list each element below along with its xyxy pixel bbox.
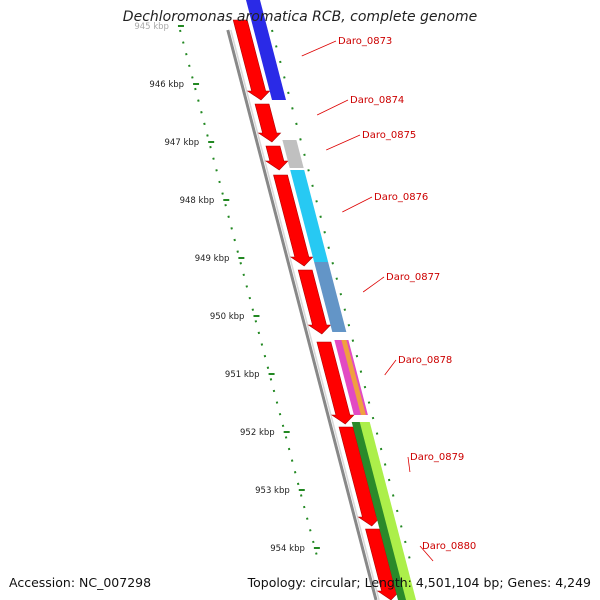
ruler-tick-label: 946 kbp [149, 80, 184, 90]
gene-leader-line [316, 99, 349, 116]
ruler-tick-label: 952 kbp [240, 428, 275, 438]
cds-arrow [338, 426, 382, 527]
gene-leader-line [301, 40, 337, 57]
ruler-tick-label: 949 kbp [195, 254, 230, 264]
feature-orange-segment [341, 340, 366, 415]
gene-leader-line [342, 196, 373, 213]
gene-label: Daro_0873 [338, 36, 392, 47]
ruler-tick-label: 954 kbp [270, 544, 305, 554]
gene-label: Daro_0878 [398, 355, 452, 366]
ruler-tick-label: 948 kbp [180, 196, 215, 206]
ruler-tick-label: 945 kbp [134, 22, 169, 32]
cds-arrow [264, 145, 289, 171]
feature-blue-segment [246, 0, 268, 30]
feature-gray-segment [282, 140, 304, 168]
accession-text: Accession: NC_007298 [9, 575, 152, 590]
gene-leader-line [419, 545, 434, 562]
track-tick-line [271, 29, 411, 561]
genome-backbone-highlight [230, 29, 380, 600]
genome-backbone-line [226, 29, 378, 600]
ruler-tick-label: 951 kbp [225, 370, 260, 380]
ruler-tick-label: 953 kbp [255, 486, 290, 496]
cds-arrow [232, 19, 271, 101]
feature-cyan-segment [290, 170, 329, 262]
gene-label: Daro_0877 [386, 272, 440, 283]
gene-label: Daro_0875 [362, 130, 416, 141]
ruler-tick-label: 947 kbp [165, 138, 200, 148]
gene-label: Daro_0880 [422, 541, 476, 552]
feature-green-segment [351, 422, 406, 600]
cds-arrow [254, 103, 282, 143]
feature-blue-segment [253, 30, 286, 100]
gene-leader-line [326, 134, 361, 151]
cds-arrow [273, 174, 314, 267]
ruler-tick-label: 950 kbp [210, 312, 245, 322]
genome-summary-text: Topology: circular; Length: 4,501,104 bp… [247, 575, 591, 590]
gene-label: Daro_0874 [350, 95, 404, 106]
gene-label: Daro_0876 [374, 192, 428, 203]
gene-leader-line [384, 359, 397, 376]
gene-label: Daro_0879 [410, 452, 464, 463]
gene-leader-line [407, 456, 411, 473]
gene-leader-line [362, 276, 385, 293]
map-title: Dechloromonas aromatica RCB, complete ge… [122, 9, 478, 25]
cds-arrow [297, 269, 332, 335]
feature-steel-segment [314, 262, 347, 332]
cds-arrow [316, 341, 355, 425]
ruler-dotted-line [179, 29, 319, 561]
